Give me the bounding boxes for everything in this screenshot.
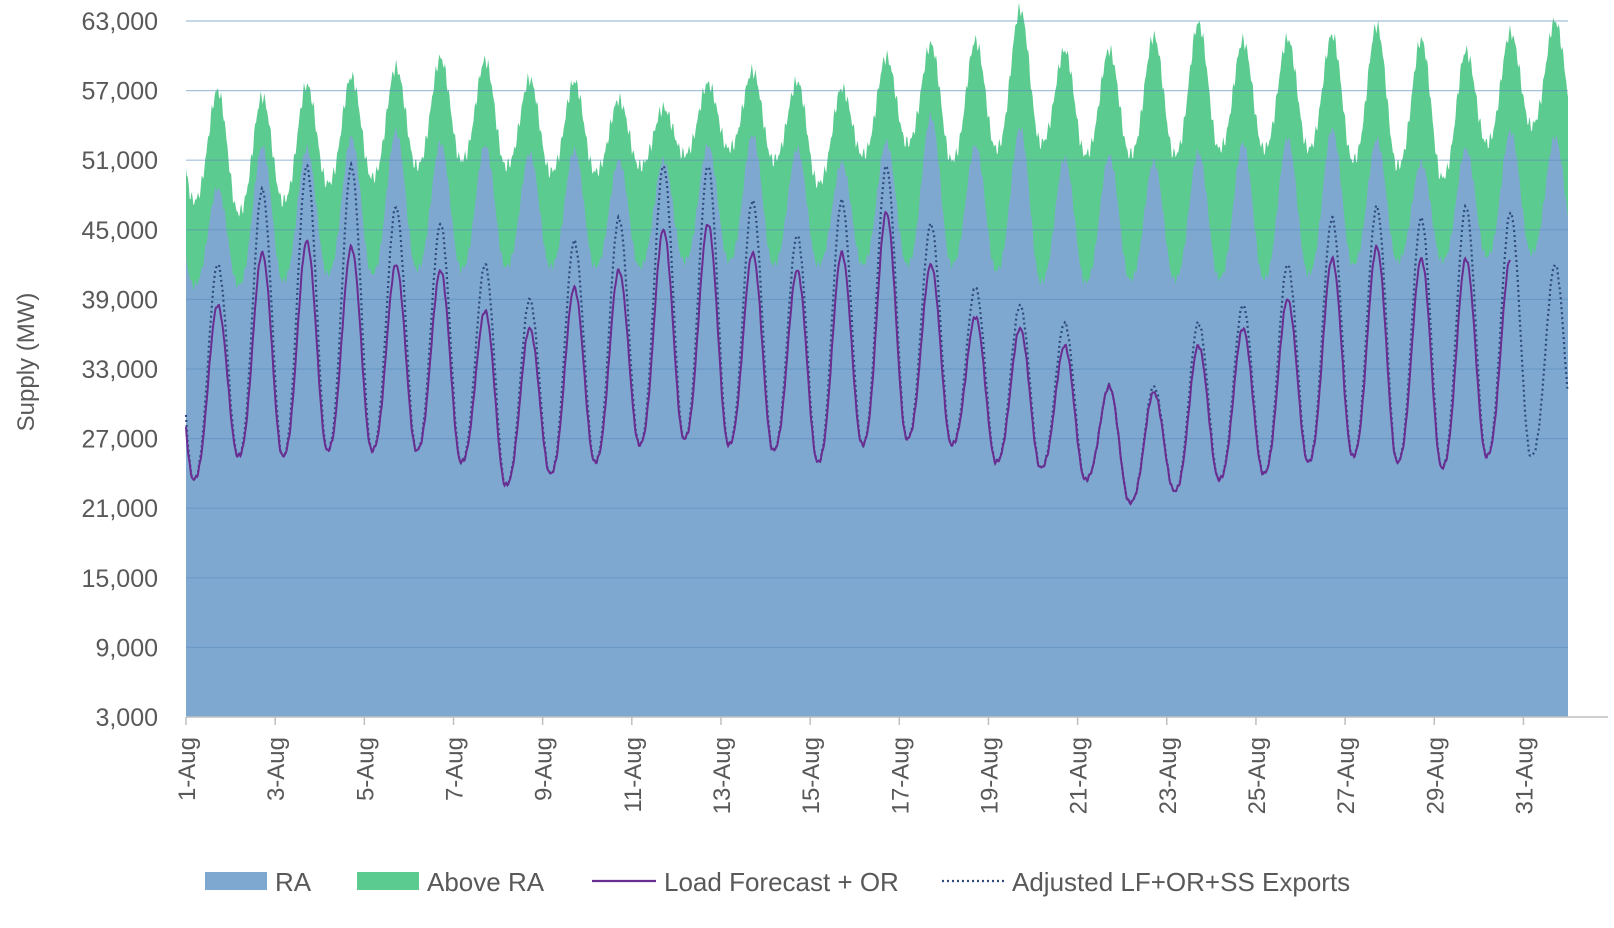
- x-tick-label: 11-Aug: [620, 737, 647, 813]
- x-tick-label: 19-Aug: [976, 737, 1003, 814]
- x-tick-label: 27-Aug: [1333, 737, 1360, 814]
- x-tick-label: 29-Aug: [1422, 737, 1449, 814]
- x-tick-label: 15-Aug: [798, 737, 825, 814]
- legend-item: RA: [205, 867, 312, 897]
- x-tick-label: 25-Aug: [1244, 737, 1271, 814]
- legend-item: Adjusted LF+OR+SS Exports: [942, 867, 1350, 897]
- x-tick-label: 1-Aug: [174, 737, 201, 801]
- y-axis-label: Supply (MW): [13, 293, 40, 432]
- y-tick-label: 15,000: [82, 565, 158, 593]
- axes: 63,000 57,000 51,000 45,000 39,000 33,000 27,0…: [82, 8, 1608, 814]
- y-tick-label: 33,000: [82, 356, 158, 384]
- legend: RA Above RA Load Forecast + OR Adjusted LF+…: [205, 867, 1350, 897]
- x-tick-label: 17-Aug: [887, 737, 914, 814]
- x-tick-label: 7-Aug: [441, 737, 468, 801]
- legend-swatch: [357, 872, 419, 890]
- x-tick-label: 23-Aug: [1155, 737, 1182, 814]
- y-tick-label: 57,000: [82, 78, 158, 106]
- gridlines: [186, 20, 1568, 649]
- y-tick-label: 9,000: [95, 634, 158, 662]
- x-tick-label: 31-Aug: [1511, 737, 1538, 814]
- x-tick-label: 3-Aug: [263, 737, 290, 801]
- y-tick-label: 39,000: [82, 286, 158, 314]
- legend-swatch: [205, 872, 267, 890]
- legend-label: RA: [275, 867, 312, 897]
- y-tick-label: 3,000: [95, 704, 158, 732]
- legend-label: Adjusted LF+OR+SS Exports: [1012, 867, 1350, 897]
- y-tick-label: 51,000: [82, 147, 158, 175]
- legend-label: Above RA: [427, 867, 545, 897]
- series-lines: [184, 160, 1570, 507]
- y-tick-label: 45,000: [82, 217, 158, 245]
- x-tick-label: 5-Aug: [352, 737, 379, 801]
- x-tick-label: 21-Aug: [1066, 737, 1093, 814]
- legend-label: Load Forecast + OR: [664, 867, 899, 897]
- y-tick-label: 27,000: [82, 426, 158, 454]
- area-ra: [186, 111, 1568, 717]
- y-tick-label: 21,000: [82, 495, 158, 523]
- line-load-forecast-or: [185, 210, 1511, 506]
- y-tick-label: 63,000: [82, 8, 158, 36]
- legend-item: Above RA: [357, 867, 545, 897]
- x-tick-label: 9-Aug: [531, 737, 558, 801]
- legend-item: Load Forecast + OR: [592, 867, 899, 897]
- x-tick-label: 13-Aug: [709, 737, 736, 814]
- plot-area: [186, 2, 1568, 717]
